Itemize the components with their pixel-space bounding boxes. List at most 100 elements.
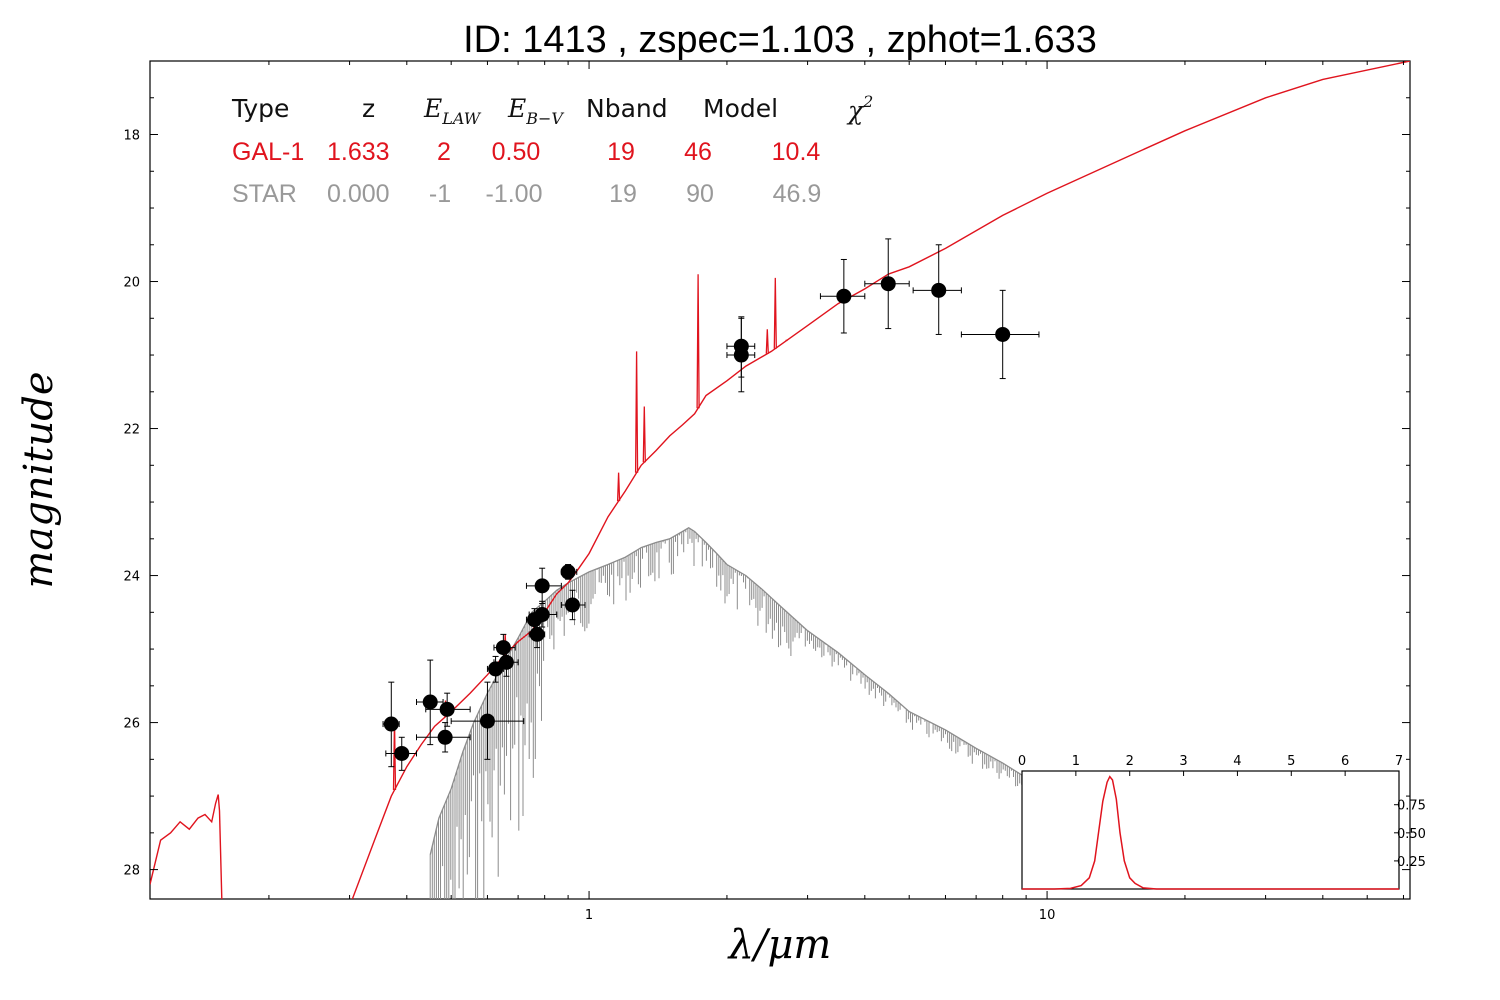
data-point-marker [560,564,576,580]
data-point-marker [488,661,504,677]
inset-x-tick-label: 4 [1233,754,1241,769]
data-point-marker [439,701,455,717]
data-point-marker [437,729,453,745]
y-tick-label: 24 [123,570,140,585]
photometry-point [560,564,578,580]
row-gal-elaw: 2 [437,138,451,166]
inset-x-tick-label: 2 [1126,754,1134,769]
data-point-marker [394,745,410,761]
table-row-star: STAR 0.000 -1 -1.00 19 90 46.9 [232,180,821,208]
photometry-point [960,289,1040,380]
data-point-marker [733,347,749,363]
table-header-elaw-base: E [423,94,442,123]
row-star-nband: 19 [609,180,637,208]
row-star-chi2: 46.9 [773,180,822,208]
photometry-point [385,736,417,771]
data-point-marker [383,716,399,732]
photometry-point [415,659,444,746]
y-tick-label: 20 [123,276,140,291]
data-point-marker [836,288,852,304]
table-header-chi-base: χ [846,96,865,125]
row-gal-model: 46 [684,138,712,166]
y-tick-label: 26 [123,717,140,732]
x-axis-label: λ/μm [727,922,832,968]
inset-y-tick-label: 0.25 [1397,855,1426,870]
row-star-model: 90 [686,180,714,208]
data-point-marker [534,578,550,594]
plot-frame [149,60,1411,900]
galaxy-emission-line [616,472,621,502]
table-header-ebv-base: E [507,94,526,123]
data-point-marker [479,713,495,729]
galaxy-emission-line [696,274,700,409]
inset-x-tick-label: 7 [1395,754,1403,769]
galaxy-emission-line [765,329,769,354]
inset-ticks: 0 1 2 3 4 5 6 7 0.25 0.50 0.75 [1018,754,1426,870]
row-gal-type: GAL-1 [232,138,304,166]
inset-x-tick-label: 3 [1179,754,1187,769]
galaxy-continuum [150,61,1410,899]
row-star-type: STAR [232,180,297,208]
data-point-marker [931,282,947,298]
pdz-inset: 0 1 2 3 4 5 6 7 0.25 0.50 0.75 [1018,754,1426,890]
data-point-marker [529,626,545,642]
chart-title: ID: 1413 , zspec=1.103 , zphot=1.633 [463,19,1097,61]
photometry-point [864,238,910,330]
table-header-elaw-sub: LAW [441,109,482,128]
table-header-elaw: ELAW [423,94,482,128]
table-header-z: z [362,94,375,123]
photometry-point [912,244,962,335]
star-continuum [429,527,1067,856]
star-absorption-lines [429,528,1066,899]
photometry-point [415,722,471,753]
galaxy-emission-line [634,351,639,473]
galaxy-emission-line [642,406,646,463]
inset-x-tick-label: 0 [1018,754,1026,769]
row-gal-chi2: 10.4 [772,138,821,166]
row-star-elaw: -1 [429,180,451,208]
data-point-marker [495,640,511,656]
data-point-marker [534,607,550,623]
photometry-point [528,600,558,628]
table-header-ebv: EB−V [507,94,564,128]
photometry-point [425,692,471,727]
data-point-marker [498,654,514,670]
data-point-marker [422,694,438,710]
table-header-nband: Nband [586,94,668,123]
galaxy-template [150,61,1410,899]
table-header-ebv-sub: B−V [525,109,564,128]
row-star-z: 0.000 [327,180,390,208]
table-header-model: Model [703,94,778,123]
photometry-point [819,258,866,334]
table-header-type: Type [231,94,289,123]
photometry-point [493,633,516,661]
y-tick-label: 28 [123,864,140,879]
table-row-galaxy: GAL-1 1.633 2 0.50 19 46 10.4 [232,138,820,166]
y-tick-label: 22 [123,423,140,438]
table-header-chi2: χ2 [846,92,873,125]
y-tick-label: 18 [123,129,140,144]
data-point-marker [995,326,1011,342]
photometry-points [382,238,1040,771]
row-gal-z: 1.633 [327,138,390,166]
y-axis-label: magnitude [16,371,62,588]
inset-x-tick-label: 6 [1341,754,1349,769]
photometry-point [382,681,400,768]
data-point-marker [880,276,896,292]
photometry-point [450,681,525,760]
row-gal-nband: 19 [607,138,635,166]
inset-x-tick-label: 5 [1287,754,1295,769]
photometry-point [726,317,756,393]
fit-table: Type z ELAW EB−V Nband Model χ2 GAL-1 1.… [231,92,873,208]
data-point-marker [564,597,580,613]
x-tick-label: 10 [1039,908,1056,923]
photometry-point [525,567,562,604]
inset-y-tick-label: 0.50 [1397,827,1426,842]
photometry-point [560,589,586,621]
x-tick-label: 1 [585,908,593,923]
row-star-ebv: -1.00 [486,180,543,208]
inset-pdz-curve [1022,775,1399,890]
inset-frame [1021,770,1400,890]
